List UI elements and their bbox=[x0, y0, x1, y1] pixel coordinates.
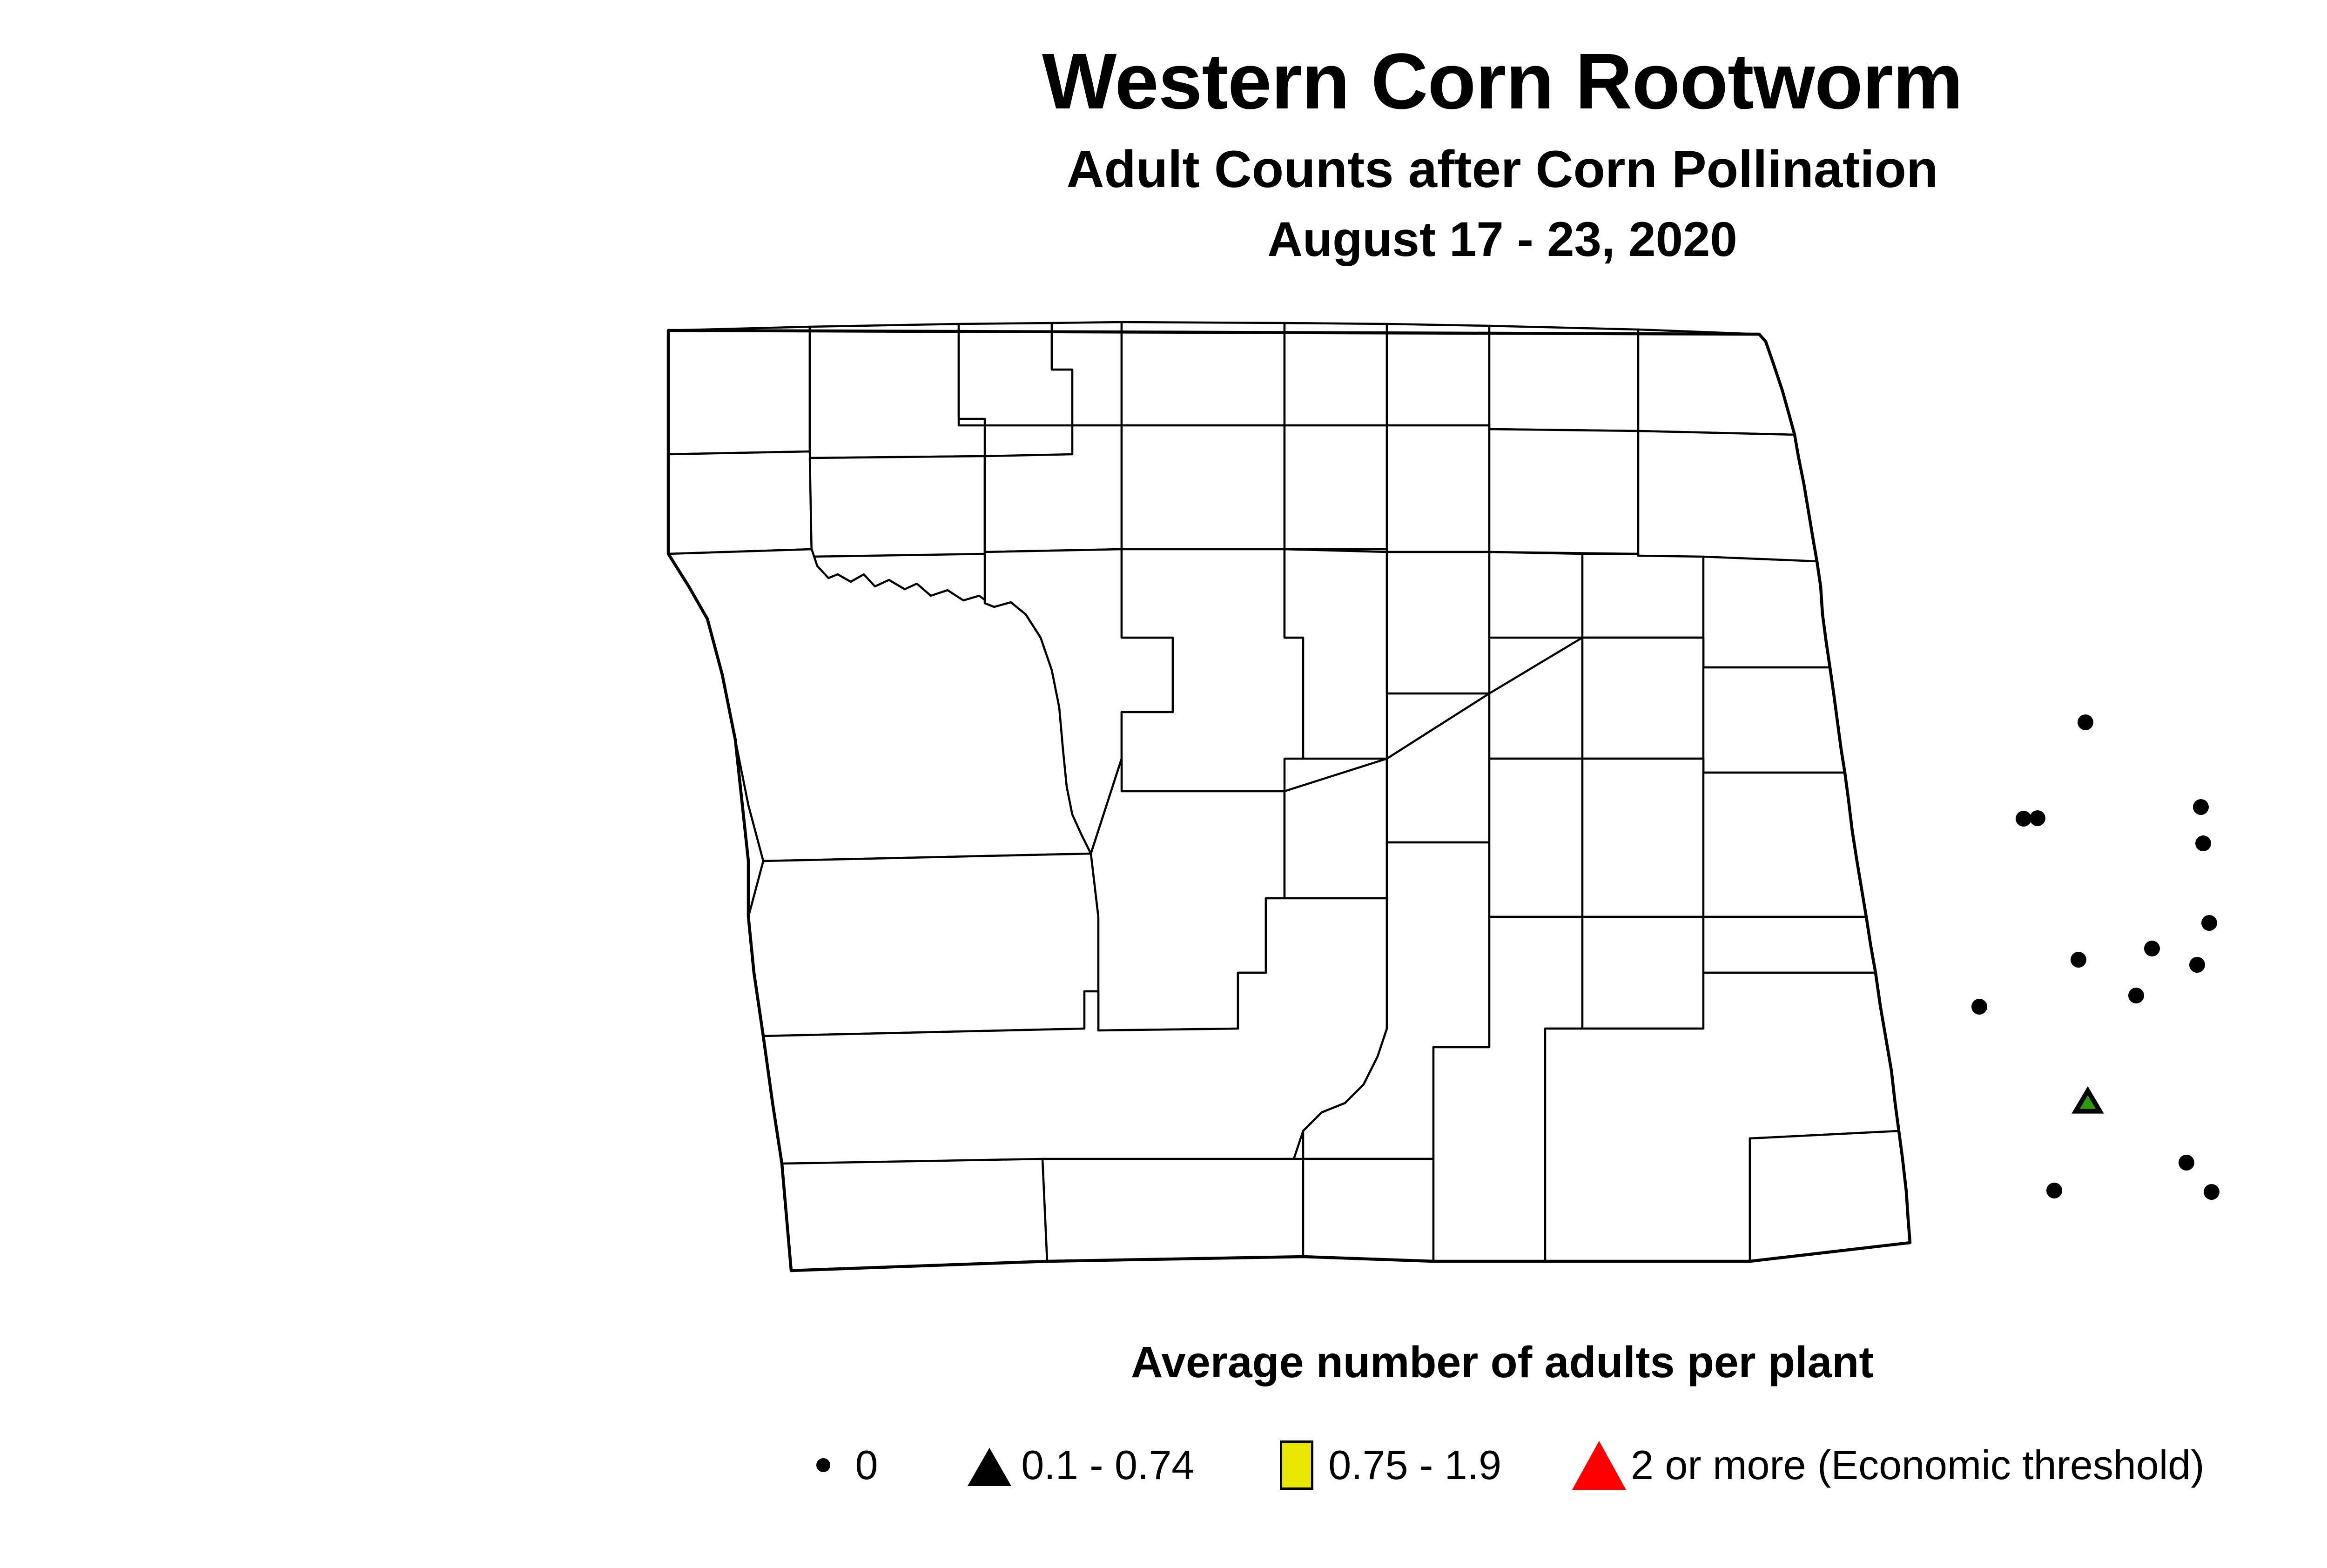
county-logan bbox=[1489, 759, 1582, 917]
state-outline-border bbox=[668, 330, 1910, 1271]
county-grant bbox=[1303, 1159, 1433, 1261]
county-mchenry bbox=[1285, 425, 1387, 549]
county-pierce bbox=[1387, 425, 1489, 552]
map-marker-13 bbox=[2046, 1183, 2062, 1198]
legend-item-medium: 0.75 - 1.9 bbox=[1273, 1440, 1501, 1490]
county-kidder bbox=[1489, 638, 1582, 759]
county-dickey bbox=[1582, 917, 1703, 1029]
county-ward bbox=[1122, 425, 1285, 549]
county-cavalier bbox=[1489, 326, 1638, 431]
county-wells bbox=[1387, 552, 1489, 693]
map-marker-15 bbox=[2204, 1184, 2219, 1200]
county-boundaries bbox=[668, 322, 1910, 1271]
map-marker-14 bbox=[2179, 1155, 2194, 1171]
county-walsh bbox=[1638, 431, 1817, 561]
data-point-markers bbox=[1971, 714, 2219, 1200]
county-nelson bbox=[1582, 554, 1703, 638]
map-marker-1 bbox=[2078, 714, 2093, 730]
legend-label-high: 2 or more (Economic threshold) bbox=[1631, 1442, 2205, 1488]
county-adams bbox=[1042, 1159, 1303, 1261]
county-bowman bbox=[782, 1159, 1047, 1271]
county-rolette bbox=[1285, 323, 1387, 425]
county-ramsey bbox=[1489, 429, 1638, 554]
map-marker-7 bbox=[2071, 952, 2086, 968]
county-traill bbox=[1703, 667, 1845, 773]
county-bottineau bbox=[1122, 322, 1285, 425]
county-sargent bbox=[1703, 917, 1876, 973]
county-towner bbox=[1387, 324, 1489, 425]
county-lamoure bbox=[1582, 759, 1703, 917]
county-grand-forks bbox=[1703, 557, 1830, 667]
map-marker-3 bbox=[2030, 810, 2045, 826]
page-subtitle: Adult Counts after Corn Pollination bbox=[1066, 140, 1938, 198]
legend-item-low: 0.1 - 0.74 bbox=[966, 1445, 1194, 1486]
legend-item-high: 2 or more (Economic threshold) bbox=[1569, 1440, 2205, 1494]
county-eddy bbox=[1489, 552, 1582, 638]
map-marker-8 bbox=[2144, 941, 2160, 956]
map-marker-10 bbox=[2128, 988, 2144, 1003]
red-triangle-marker-icon bbox=[1569, 1440, 1629, 1494]
county-cass bbox=[1703, 773, 1866, 917]
map-marker-11 bbox=[1971, 999, 1987, 1015]
green-triangle-marker-icon bbox=[966, 1448, 1013, 1486]
map-marker-2 bbox=[2016, 811, 2031, 827]
county-burleigh-n bbox=[1387, 693, 1489, 842]
map-marker-5 bbox=[2195, 835, 2211, 851]
county-pembina bbox=[1638, 330, 1795, 435]
map-legend: 0 0.1 - 0.74 0.75 - 1.9 2 or more (Econo… bbox=[0, 1440, 2327, 1494]
legend-label-low: 0.1 - 0.74 bbox=[1021, 1442, 1195, 1488]
page-title: Western Corn Rootworm bbox=[1042, 37, 1963, 126]
legend-label-zero: 0 bbox=[855, 1442, 878, 1488]
map-svg bbox=[652, 321, 2219, 1308]
yellow-square-marker-icon bbox=[1273, 1440, 1320, 1490]
county-ransom bbox=[1750, 1131, 1910, 1261]
county-williams-s bbox=[810, 456, 985, 557]
legend-label-medium: 0.75 - 1.9 bbox=[1328, 1442, 1502, 1488]
county-billings-n bbox=[748, 854, 1098, 1036]
county-divide bbox=[668, 327, 810, 454]
circle-marker-icon bbox=[800, 1458, 847, 1472]
county-divide-south bbox=[668, 451, 812, 554]
county-mountrail-n bbox=[985, 425, 1122, 552]
map-marker-9 bbox=[2189, 957, 2205, 973]
north-dakota-county-map bbox=[652, 321, 2327, 1308]
legend-caption: Average number of adults per plant bbox=[1131, 1338, 1874, 1387]
map-marker-6 bbox=[2201, 915, 2217, 931]
title-block: Western Corn Rootworm Adult Counts after… bbox=[0, 0, 2327, 264]
map-marker-4 bbox=[2193, 799, 2209, 815]
map-marker-12 bbox=[2071, 1086, 2104, 1114]
legend-item-zero: 0 bbox=[800, 1445, 878, 1486]
county-stutsman bbox=[1582, 638, 1703, 759]
county-oliver-mercer bbox=[1285, 759, 1387, 898]
date-range-label: August 17 - 23, 2020 bbox=[1267, 212, 1737, 267]
